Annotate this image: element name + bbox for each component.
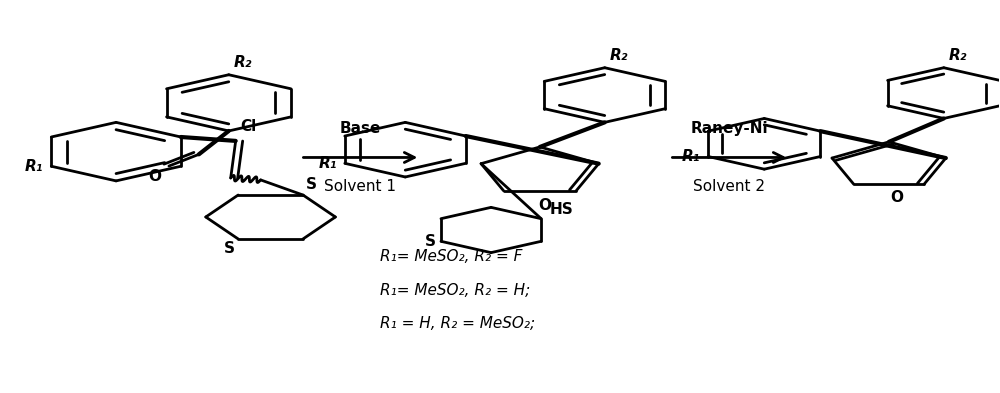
Text: R₂: R₂ [610, 48, 628, 63]
Text: Base: Base [340, 121, 381, 136]
Text: S: S [306, 177, 317, 192]
Text: HS: HS [549, 202, 573, 217]
Text: R₂: R₂ [234, 55, 252, 70]
Text: O: O [148, 169, 161, 184]
Text: R₁: R₁ [318, 156, 337, 171]
Text: R₁ = H, R₂ = MeSO₂;: R₁ = H, R₂ = MeSO₂; [380, 316, 535, 331]
Text: S: S [224, 241, 235, 256]
Text: R₂: R₂ [949, 48, 967, 63]
Text: R₁: R₁ [25, 159, 43, 174]
Text: S: S [425, 234, 436, 249]
Text: O: O [890, 190, 903, 205]
Text: R₁= MeSO₂, R₂ = F: R₁= MeSO₂, R₂ = F [380, 250, 523, 264]
Text: Raney-Ni: Raney-Ni [691, 121, 768, 136]
Text: R₁= MeSO₂, R₂ = H;: R₁= MeSO₂, R₂ = H; [380, 283, 531, 298]
Text: R₁: R₁ [682, 149, 700, 164]
Text: O: O [538, 198, 551, 213]
Text: Cl: Cl [241, 119, 257, 134]
Text: Solvent 2: Solvent 2 [693, 179, 765, 194]
Text: Solvent 1: Solvent 1 [324, 179, 396, 194]
